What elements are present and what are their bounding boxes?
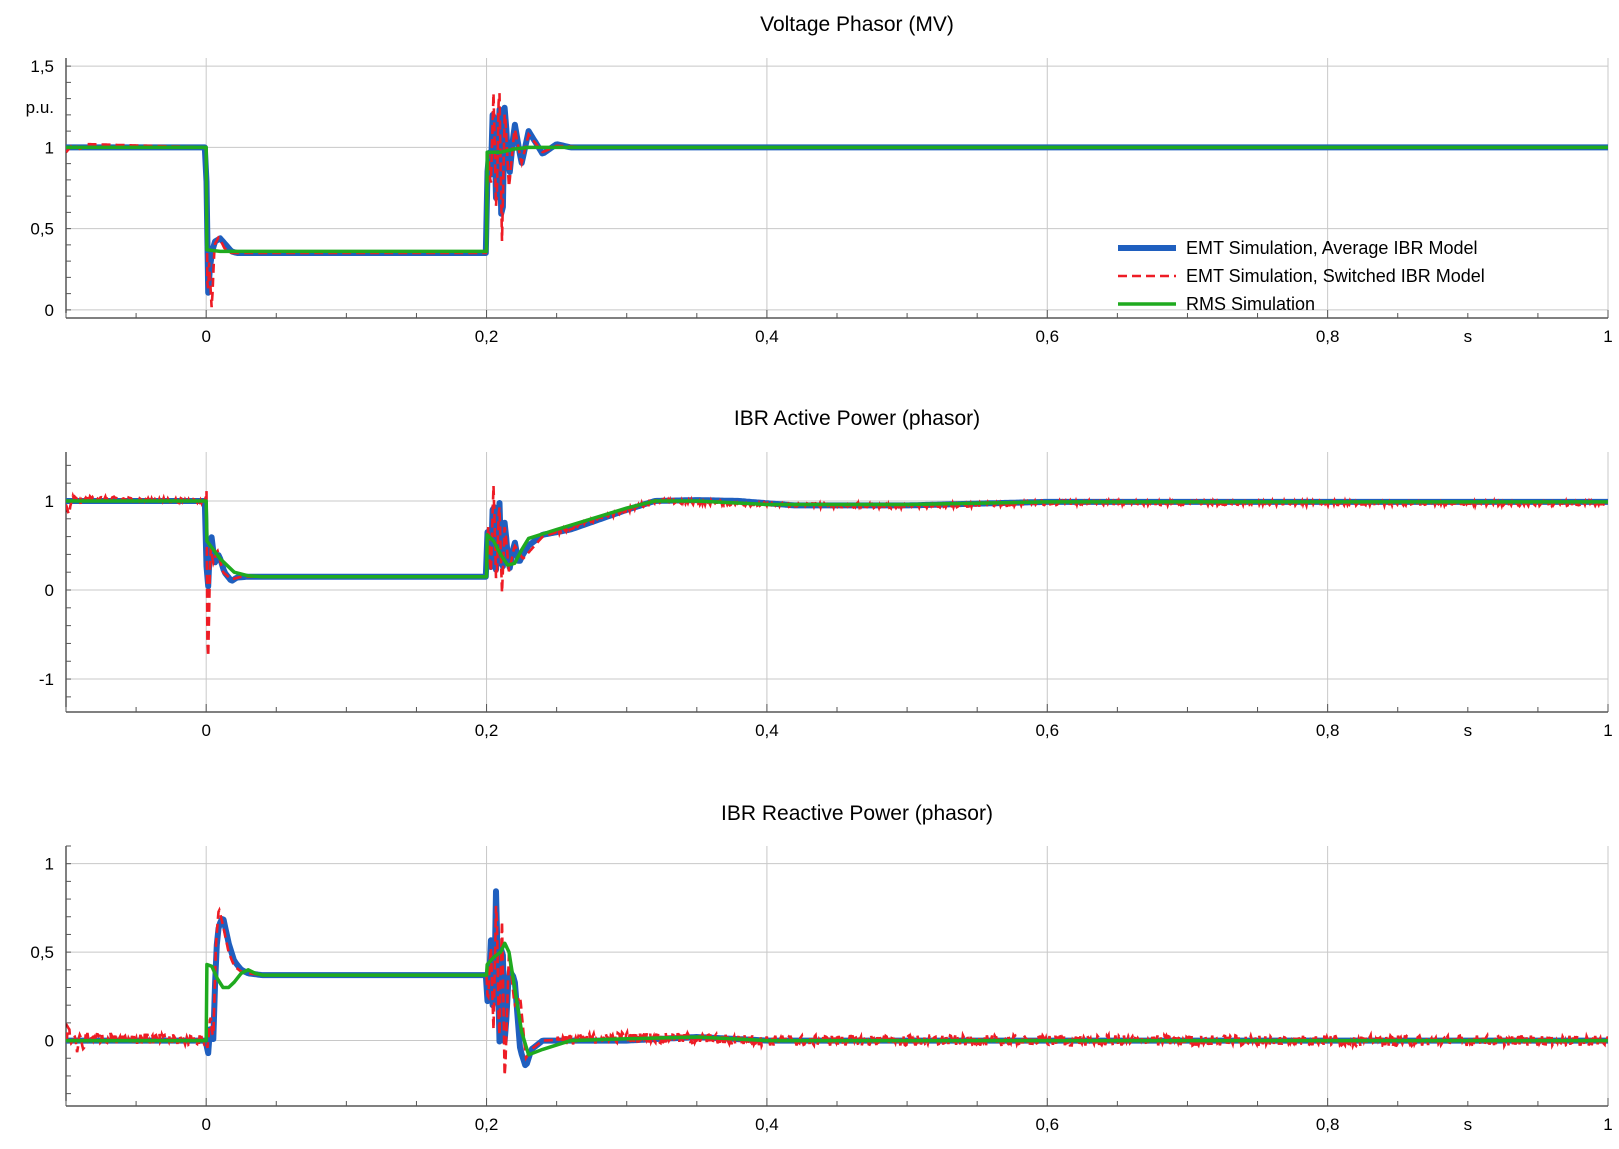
- x-tick-label: 1: [1603, 327, 1612, 346]
- x-axis-unit: s: [1464, 721, 1473, 740]
- series-line-emt-average: [66, 104, 1608, 296]
- x-tick-label: 0,4: [755, 721, 779, 740]
- x-tick-label: 0,2: [475, 327, 499, 346]
- series-line-emt-switched: [66, 485, 1608, 657]
- legend: EMT Simulation, Average IBR Model EMT Sim…: [1118, 238, 1485, 314]
- series-group: [66, 888, 1608, 1076]
- series-line-emt-average: [66, 497, 1608, 590]
- x-tick-label: 0,6: [1035, 1115, 1059, 1134]
- y-tick-label: 0,5: [30, 943, 54, 962]
- x-tick-label: 0,8: [1316, 327, 1340, 346]
- legend-label: EMT Simulation, Switched IBR Model: [1186, 266, 1485, 286]
- panel-title: IBR Reactive Power (phasor): [721, 802, 993, 825]
- y-tick-label: -1: [39, 670, 54, 689]
- legend-label: EMT Simulation, Average IBR Model: [1186, 238, 1477, 258]
- y-tick-label: 0: [45, 581, 54, 600]
- y-tick-label: 0: [45, 301, 54, 320]
- x-tick-label: 0: [201, 327, 210, 346]
- x-tick-label: 0,8: [1316, 1115, 1340, 1134]
- x-tick-label: 0: [201, 721, 210, 740]
- x-tick-label: 1: [1603, 721, 1612, 740]
- series-group: [66, 93, 1608, 308]
- x-tick-label: 0,4: [755, 327, 779, 346]
- x-axis-unit: s: [1464, 1115, 1473, 1134]
- y-tick-label: 1: [45, 138, 54, 157]
- y-tick-label: 1,5: [30, 57, 54, 76]
- series-line-rms: [66, 499, 1608, 579]
- series-group: [66, 485, 1608, 657]
- y-tick-label: 0: [45, 1032, 54, 1051]
- y-tick-label: 0,5: [30, 220, 54, 239]
- panel-3: IBR Reactive Power (phasor) 1 0,5 0 0 0,2 0,4 0…: [30, 802, 1612, 1134]
- legend-label: RMS Simulation: [1186, 294, 1315, 314]
- x-tick-label: 1: [1603, 1115, 1612, 1134]
- panel-1: Voltage Phasor (MV) 1,5 1 0,5 0 0 0,2 0,4 0,6 0,8…: [26, 13, 1613, 346]
- panel-title: IBR Active Power (phasor): [734, 407, 980, 430]
- y-tick-label: 1: [45, 855, 54, 874]
- series-line-rms: [66, 941, 1608, 1057]
- x-axis-unit: s: [1464, 327, 1473, 346]
- x-tick-label: 0,4: [755, 1115, 779, 1134]
- series-line-rms: [66, 145, 1608, 254]
- x-tick-label: 0,6: [1035, 721, 1059, 740]
- series-line-emt-switched: [66, 905, 1608, 1076]
- x-tick-label: 0: [201, 1115, 210, 1134]
- x-tick-label: 0,2: [475, 1115, 499, 1134]
- y-tick-label: 1: [45, 492, 54, 511]
- x-tick-label: 0,8: [1316, 721, 1340, 740]
- y-axis-unit: p.u.: [26, 98, 54, 117]
- panel-title: Voltage Phasor (MV): [760, 13, 954, 36]
- x-tick-label: 0,6: [1035, 327, 1059, 346]
- panel-2: IBR Active Power (phasor) 1 0 -1 0 0,2 0,4 0,6 0…: [39, 407, 1613, 740]
- x-tick-label: 0,2: [475, 721, 499, 740]
